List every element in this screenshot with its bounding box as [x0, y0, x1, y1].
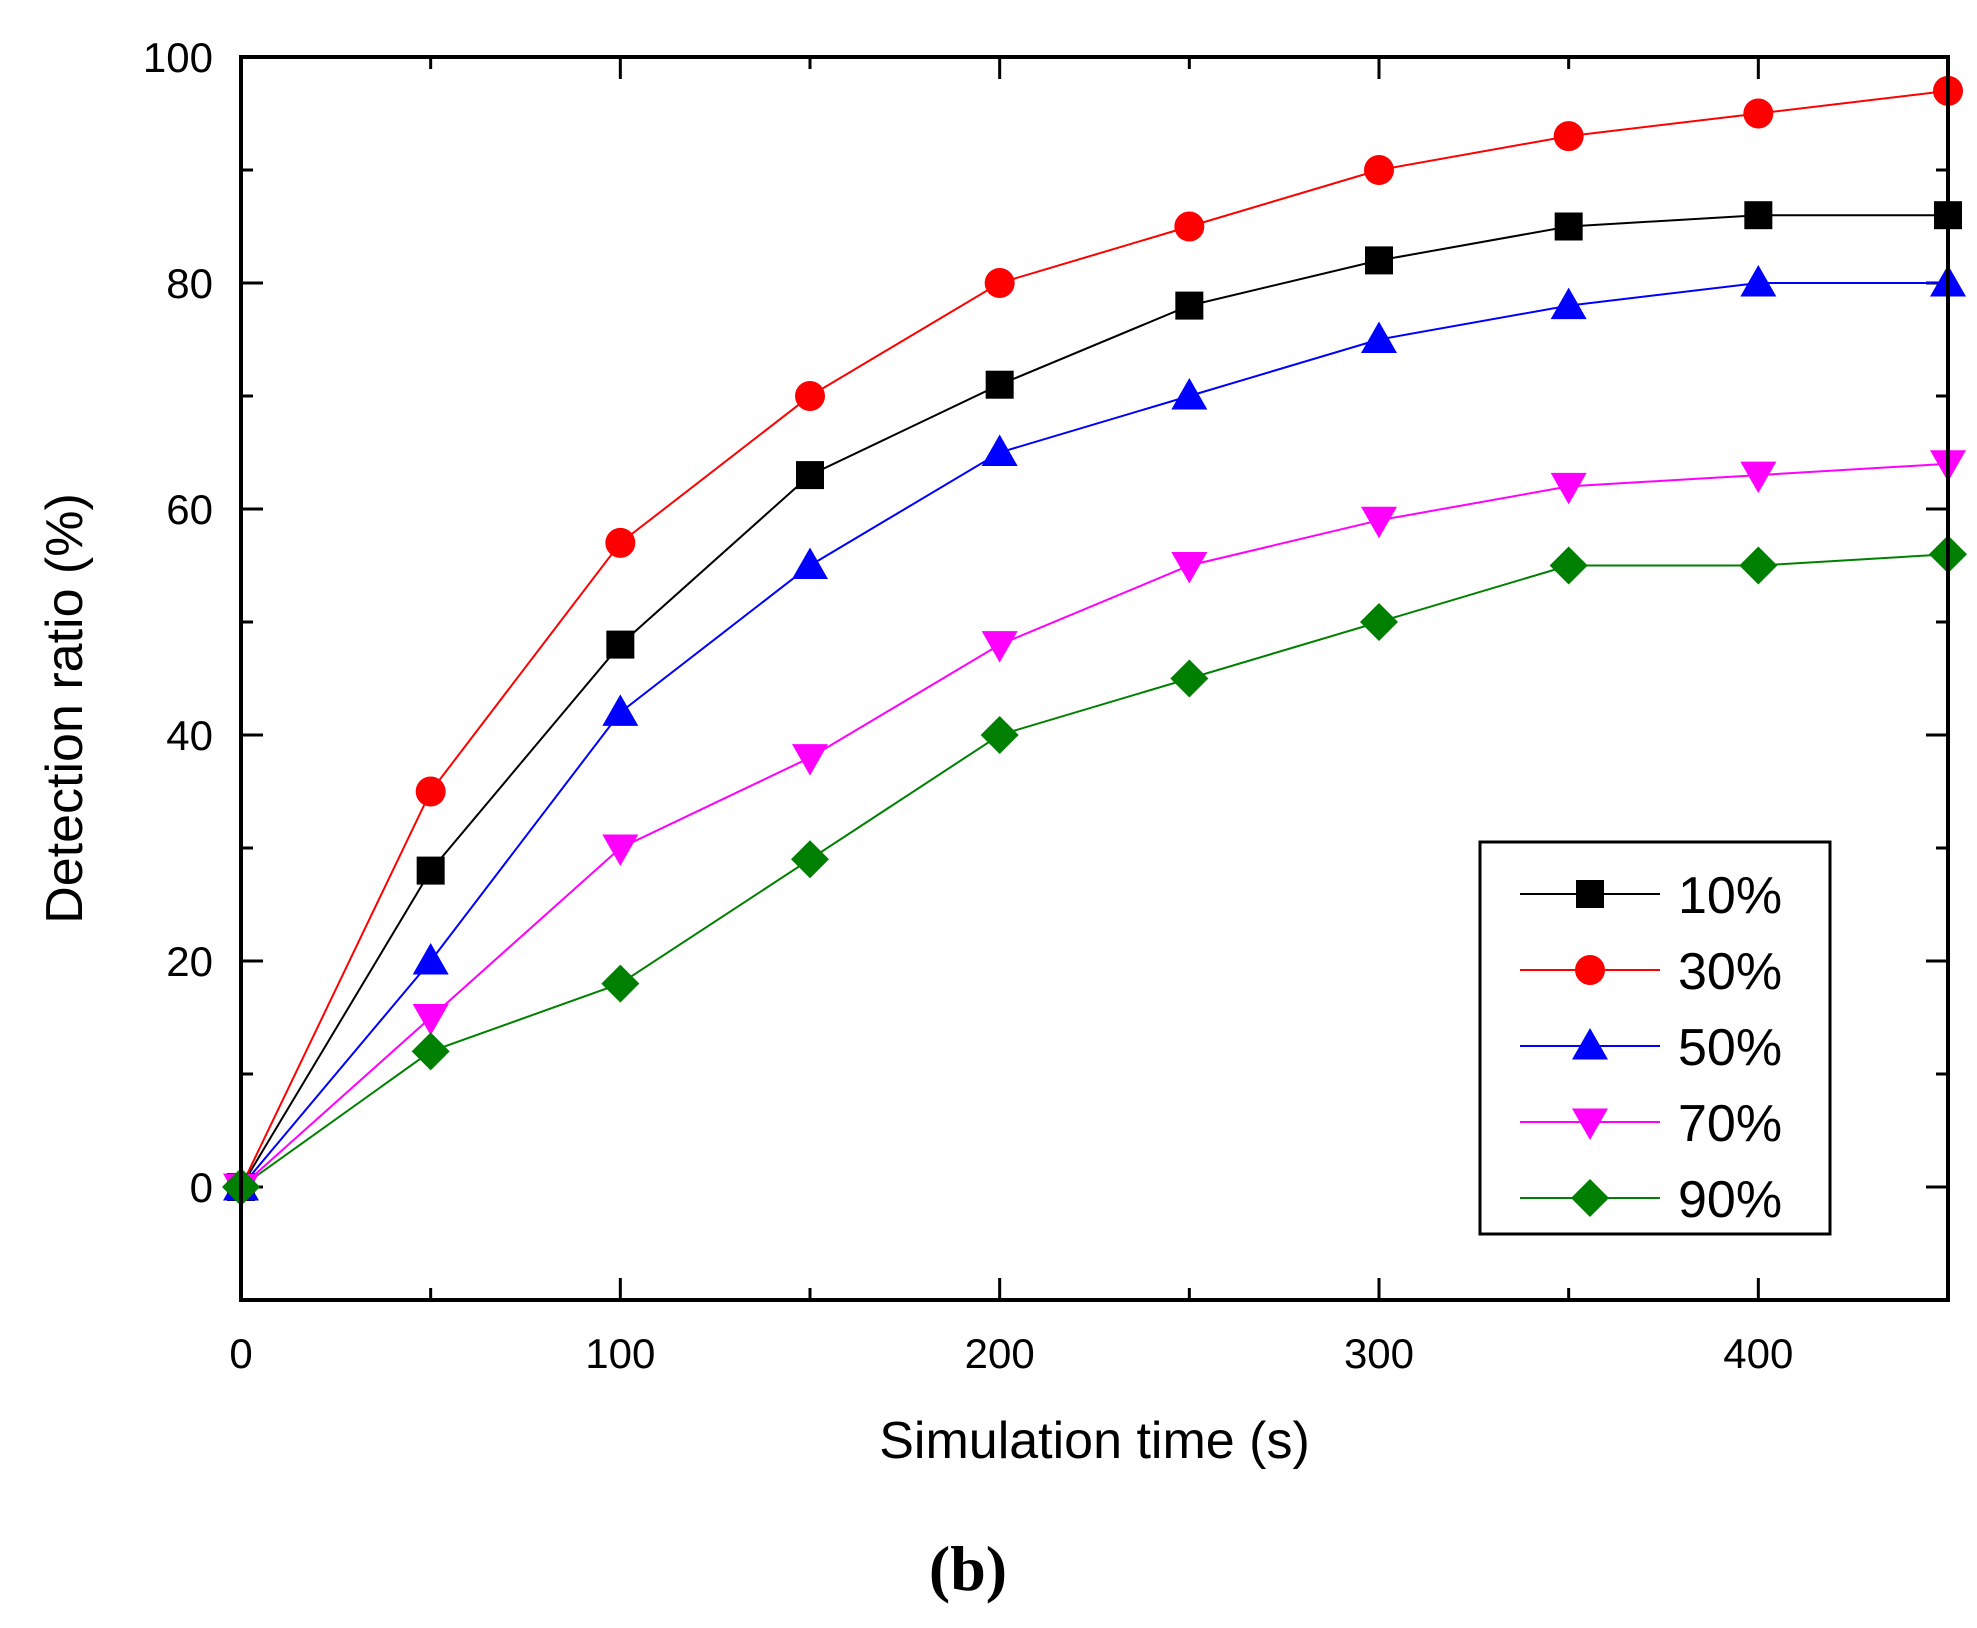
y-tick-label: 100 [143, 34, 213, 81]
figure-caption: (b) [929, 1533, 1007, 1604]
legend-label: 70% [1678, 1095, 1782, 1153]
legend-marker [1576, 880, 1604, 908]
data-point [602, 834, 639, 866]
legend-marker [1572, 1028, 1608, 1060]
data-point [1361, 321, 1397, 353]
legend-item: 70% [1520, 1095, 1782, 1153]
series-line-70pct [240, 462, 1949, 1188]
y-tick-label: 80 [166, 260, 213, 307]
data-point [980, 716, 1019, 754]
data-point [1553, 121, 1584, 152]
x-tick-label: 300 [1344, 1330, 1414, 1377]
data-point [1175, 291, 1204, 320]
data-point [1361, 506, 1397, 539]
y-tick-label: 0 [190, 1164, 213, 1211]
legend-label: 30% [1678, 943, 1782, 1001]
legend-marker [1572, 1108, 1608, 1140]
data-point [605, 527, 636, 558]
data-point [792, 744, 828, 776]
x-tick-label: 0 [229, 1330, 252, 1377]
data-point [1170, 659, 1209, 698]
y-tick-labels: 0 20 40 60 80 100 [143, 34, 213, 1211]
data-point [985, 370, 1014, 399]
data-point [1743, 98, 1774, 129]
series-line-50pct [240, 282, 1948, 1188]
series-markers [222, 75, 1967, 1206]
data-point [981, 631, 1018, 663]
data-point [984, 268, 1015, 298]
data-point [791, 840, 829, 879]
legend: 10% 30% 50% 70% 90% [1478, 840, 1832, 1236]
plot-frame [239, 55, 1950, 1302]
x-tick-label: 400 [1723, 1330, 1793, 1377]
legend-label: 90% [1678, 1171, 1782, 1229]
y-tick-label: 20 [166, 938, 213, 985]
legend-item: 90% [1520, 1171, 1782, 1229]
series-line-10pct [240, 214, 1948, 1188]
series-line-30pct [240, 89, 1949, 1188]
x-tick-label: 200 [965, 1330, 1035, 1377]
legend-item: 50% [1520, 1019, 1782, 1077]
data-point [412, 943, 449, 975]
legend-marker [1571, 1179, 1609, 1217]
y-axis-label: Detection ratio (%) [36, 493, 94, 924]
data-point [1550, 472, 1587, 505]
data-point [1549, 546, 1588, 585]
data-point [795, 381, 825, 411]
x-axis-label: Simulation time (s) [879, 1412, 1310, 1470]
series-line-90pct [240, 553, 1949, 1188]
data-point [796, 461, 824, 490]
data-point [602, 694, 639, 726]
data-point [1739, 546, 1778, 585]
legend-item: 10% [1520, 867, 1782, 925]
data-point [412, 1004, 449, 1036]
legend-marker [1575, 955, 1605, 985]
y-tick-label: 60 [166, 486, 213, 533]
data-point [416, 856, 445, 885]
series-markers-70pct [223, 450, 1966, 1205]
data-point [415, 776, 446, 807]
data-point [1740, 265, 1777, 297]
data-point [1171, 378, 1208, 410]
data-point [601, 964, 640, 1003]
x-tick-labels: 0 100 200 300 400 [229, 1330, 1793, 1377]
y-tick-label: 40 [166, 712, 213, 759]
data-point [1364, 155, 1394, 185]
legend-label: 10% [1678, 867, 1782, 925]
series-markers-30pct [226, 75, 1963, 1202]
x-tick-label: 100 [585, 1330, 655, 1377]
data-point [411, 1032, 450, 1071]
data-point [1365, 246, 1393, 275]
data-point [792, 547, 828, 579]
data-point [1744, 201, 1773, 230]
legend-item: 30% [1520, 943, 1782, 1001]
data-point [1740, 461, 1777, 494]
data-point [981, 434, 1018, 466]
series-lines [240, 89, 1949, 1188]
data-point [1174, 211, 1205, 242]
legend-label: 50% [1678, 1019, 1782, 1077]
legend-box [1478, 840, 1832, 1236]
data-point [606, 630, 635, 659]
data-point [1554, 212, 1583, 241]
data-point [1171, 552, 1208, 584]
data-point [1360, 603, 1398, 641]
data-point [1550, 287, 1587, 320]
